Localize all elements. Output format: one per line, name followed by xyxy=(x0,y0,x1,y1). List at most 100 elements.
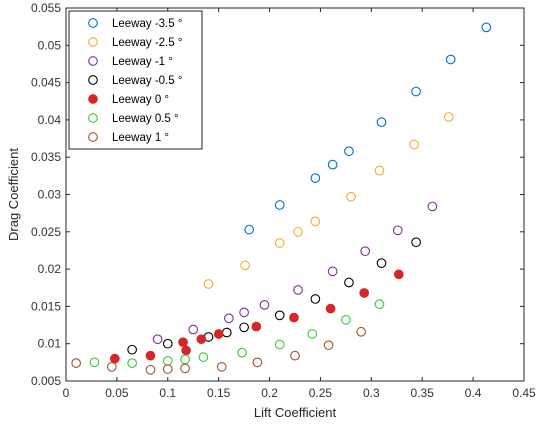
data-point-series-4 xyxy=(196,334,207,345)
legend-label: Leeway 1 ° xyxy=(112,132,169,144)
y-tick-label: 0.045 xyxy=(31,76,61,90)
data-points xyxy=(71,22,492,375)
x-tick-label: 0.3 xyxy=(363,386,380,400)
data-point-series-6 xyxy=(356,326,367,337)
data-point-series-5 xyxy=(127,358,138,368)
data-point-series-0 xyxy=(310,173,321,183)
y-tick-label: 0.03 xyxy=(38,188,62,202)
data-point-series-6 xyxy=(145,364,156,375)
legend-label: Leeway -0.5 ° xyxy=(112,75,182,87)
data-point-series-4 xyxy=(145,350,156,361)
data-point-series-4 xyxy=(213,329,224,339)
data-point-series-6 xyxy=(71,358,82,368)
data-point-series-1 xyxy=(203,279,214,289)
legend-marker xyxy=(88,18,98,28)
data-point-series-1 xyxy=(346,191,356,202)
data-point-series-2 xyxy=(239,307,249,318)
data-point-series-0 xyxy=(274,200,285,210)
data-point-series-0 xyxy=(376,117,387,127)
legend-box xyxy=(68,10,203,150)
data-point-series-5 xyxy=(341,314,351,325)
data-point-series-5 xyxy=(307,329,318,339)
data-point-series-5 xyxy=(374,299,385,310)
legend-marker xyxy=(88,113,98,123)
x-tick-label: 0.4 xyxy=(465,386,482,400)
data-point-series-4 xyxy=(359,288,370,298)
data-point-series-1 xyxy=(310,216,321,227)
data-point-series-6 xyxy=(323,340,334,351)
x-axis-label: Lift Coefficient xyxy=(254,405,337,420)
data-point-series-2 xyxy=(360,246,371,257)
data-point-series-4 xyxy=(289,312,299,323)
data-point-series-3 xyxy=(239,322,249,333)
y-tick-label: 0.015 xyxy=(31,299,61,313)
y-axis: 0.005 0.01 0.015 0.02 0.025 0.03 0.035 0.04 0.04… xyxy=(31,1,524,388)
data-point-series-2 xyxy=(293,285,303,295)
data-point-series-6 xyxy=(106,361,117,372)
data-point-series-5 xyxy=(89,357,100,368)
data-point-series-2 xyxy=(427,201,438,212)
data-point-series-2 xyxy=(259,300,270,310)
y-tick-label: 0.055 xyxy=(31,1,61,15)
data-point-series-1 xyxy=(409,139,419,150)
x-tick-label: 0.25 xyxy=(309,386,333,400)
data-point-series-6 xyxy=(216,361,227,372)
y-tick-label: 0.005 xyxy=(31,374,61,388)
data-point-series-3 xyxy=(344,277,354,288)
x-axis: 0 0.05 0.1 0.15 0.2 0.25 0.3 0.35 0.4 0.45 xyxy=(63,8,536,400)
x-tick-label: 0.2 xyxy=(261,386,278,400)
x-tick-label: 0.1 xyxy=(159,386,176,400)
data-point-series-3 xyxy=(376,258,387,268)
y-tick-label: 0.035 xyxy=(31,150,61,164)
data-point-series-2 xyxy=(152,334,163,345)
data-point-series-0 xyxy=(411,86,421,97)
legend-marker xyxy=(88,75,98,85)
data-point-series-5 xyxy=(198,352,209,362)
legend-label: Leeway -1 ° xyxy=(112,56,173,68)
data-point-series-6 xyxy=(162,364,173,374)
legend-marker xyxy=(88,94,98,104)
legend-label: Leeway 0.5 ° xyxy=(112,113,179,125)
data-point-series-0 xyxy=(344,146,354,157)
data-point-series-0 xyxy=(327,159,338,170)
y-tick-label: 0.04 xyxy=(38,113,62,127)
data-point-series-1 xyxy=(443,112,454,122)
y-tick-label: 0.02 xyxy=(38,262,62,276)
data-point-series-4 xyxy=(178,337,188,348)
y-tick-label: 0.05 xyxy=(38,38,62,52)
legend-label: Leeway 0 ° xyxy=(112,94,169,106)
x-tick-label: 0.15 xyxy=(207,386,231,400)
data-point-series-4 xyxy=(251,321,262,332)
data-point-series-3 xyxy=(411,237,421,248)
x-tick-label: 0.05 xyxy=(105,386,129,400)
y-axis-label: Drag Coefficient xyxy=(6,148,21,241)
data-point-series-2 xyxy=(188,324,199,335)
data-point-series-2 xyxy=(223,313,234,324)
data-point-series-3 xyxy=(162,338,173,349)
legend-marker xyxy=(88,132,98,142)
x-tick-label: 0.45 xyxy=(512,386,536,400)
legend: Leeway -3.5 ° Leeway -2.5 ° Leeway -1 ° Lee… xyxy=(68,10,203,150)
data-point-series-6 xyxy=(180,363,190,374)
data-point-series-1 xyxy=(240,260,250,271)
x-tick-label: 0.35 xyxy=(411,386,435,400)
legend-marker xyxy=(88,37,98,47)
y-tick-label: 0.025 xyxy=(31,225,61,239)
data-point-series-4 xyxy=(393,269,404,280)
y-tick-label: 0.01 xyxy=(38,337,62,351)
data-point-series-3 xyxy=(274,310,285,321)
data-point-series-4 xyxy=(110,353,120,364)
data-point-series-6 xyxy=(252,357,263,368)
data-point-series-4 xyxy=(181,345,191,356)
data-point-series-2 xyxy=(327,266,338,277)
data-point-series-0 xyxy=(244,224,255,235)
data-point-series-4 xyxy=(325,303,336,314)
legend-label: Leeway -3.5 ° xyxy=(112,18,182,30)
data-point-series-5 xyxy=(274,339,285,350)
legend-label: Leeway -2.5 ° xyxy=(112,37,182,49)
data-point-series-2 xyxy=(392,225,403,236)
data-point-series-0 xyxy=(445,54,456,65)
legend-marker xyxy=(88,56,98,66)
data-point-series-6 xyxy=(290,350,300,361)
